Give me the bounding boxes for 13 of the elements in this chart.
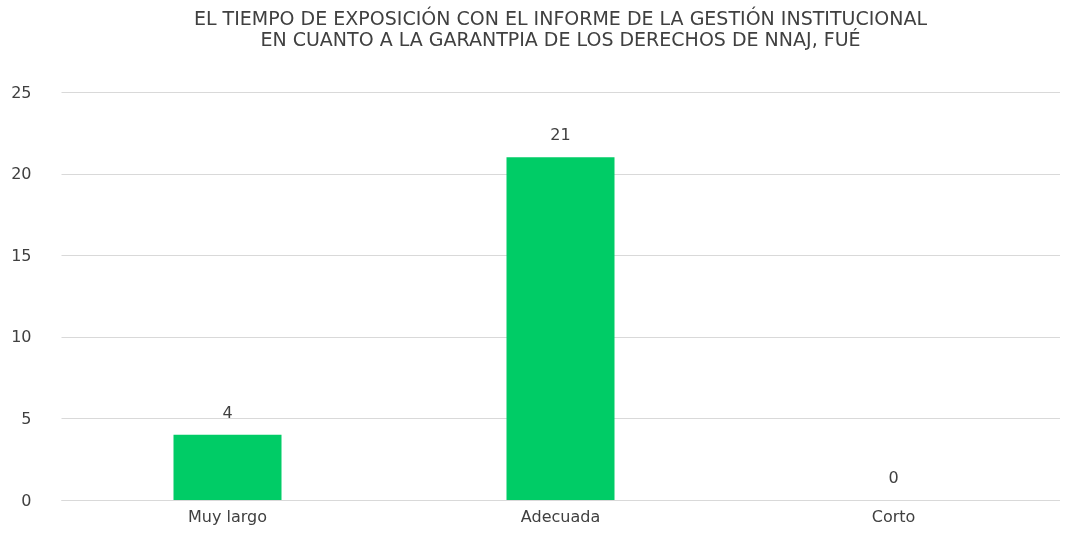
y-tick-label: 15 bbox=[11, 245, 32, 265]
data-label: 4 bbox=[222, 402, 233, 422]
y-tick-label: 20 bbox=[11, 164, 32, 184]
y-tick-label: 5 bbox=[21, 408, 32, 428]
y-tick-label: 0 bbox=[21, 490, 32, 510]
data-label: 21 bbox=[550, 125, 571, 145]
x-tick-label: Muy largo bbox=[188, 506, 267, 526]
x-tick-label: Adecuada bbox=[520, 506, 601, 526]
y-tick-label: 10 bbox=[11, 327, 32, 347]
y-tick-label: 25 bbox=[11, 82, 32, 102]
x-tick-label: Corto bbox=[871, 506, 916, 526]
data-label: 0 bbox=[888, 468, 899, 487]
chart-title: EL TIEMPO DE EXPOSICIÓN CON EL INFORME DE LA GESTIÓN INSTITUCIONAL EN CUANTO A LA GARANTPIA DE LOS DERECHOS DE NNAJ, FUÉ bbox=[193, 6, 928, 50]
